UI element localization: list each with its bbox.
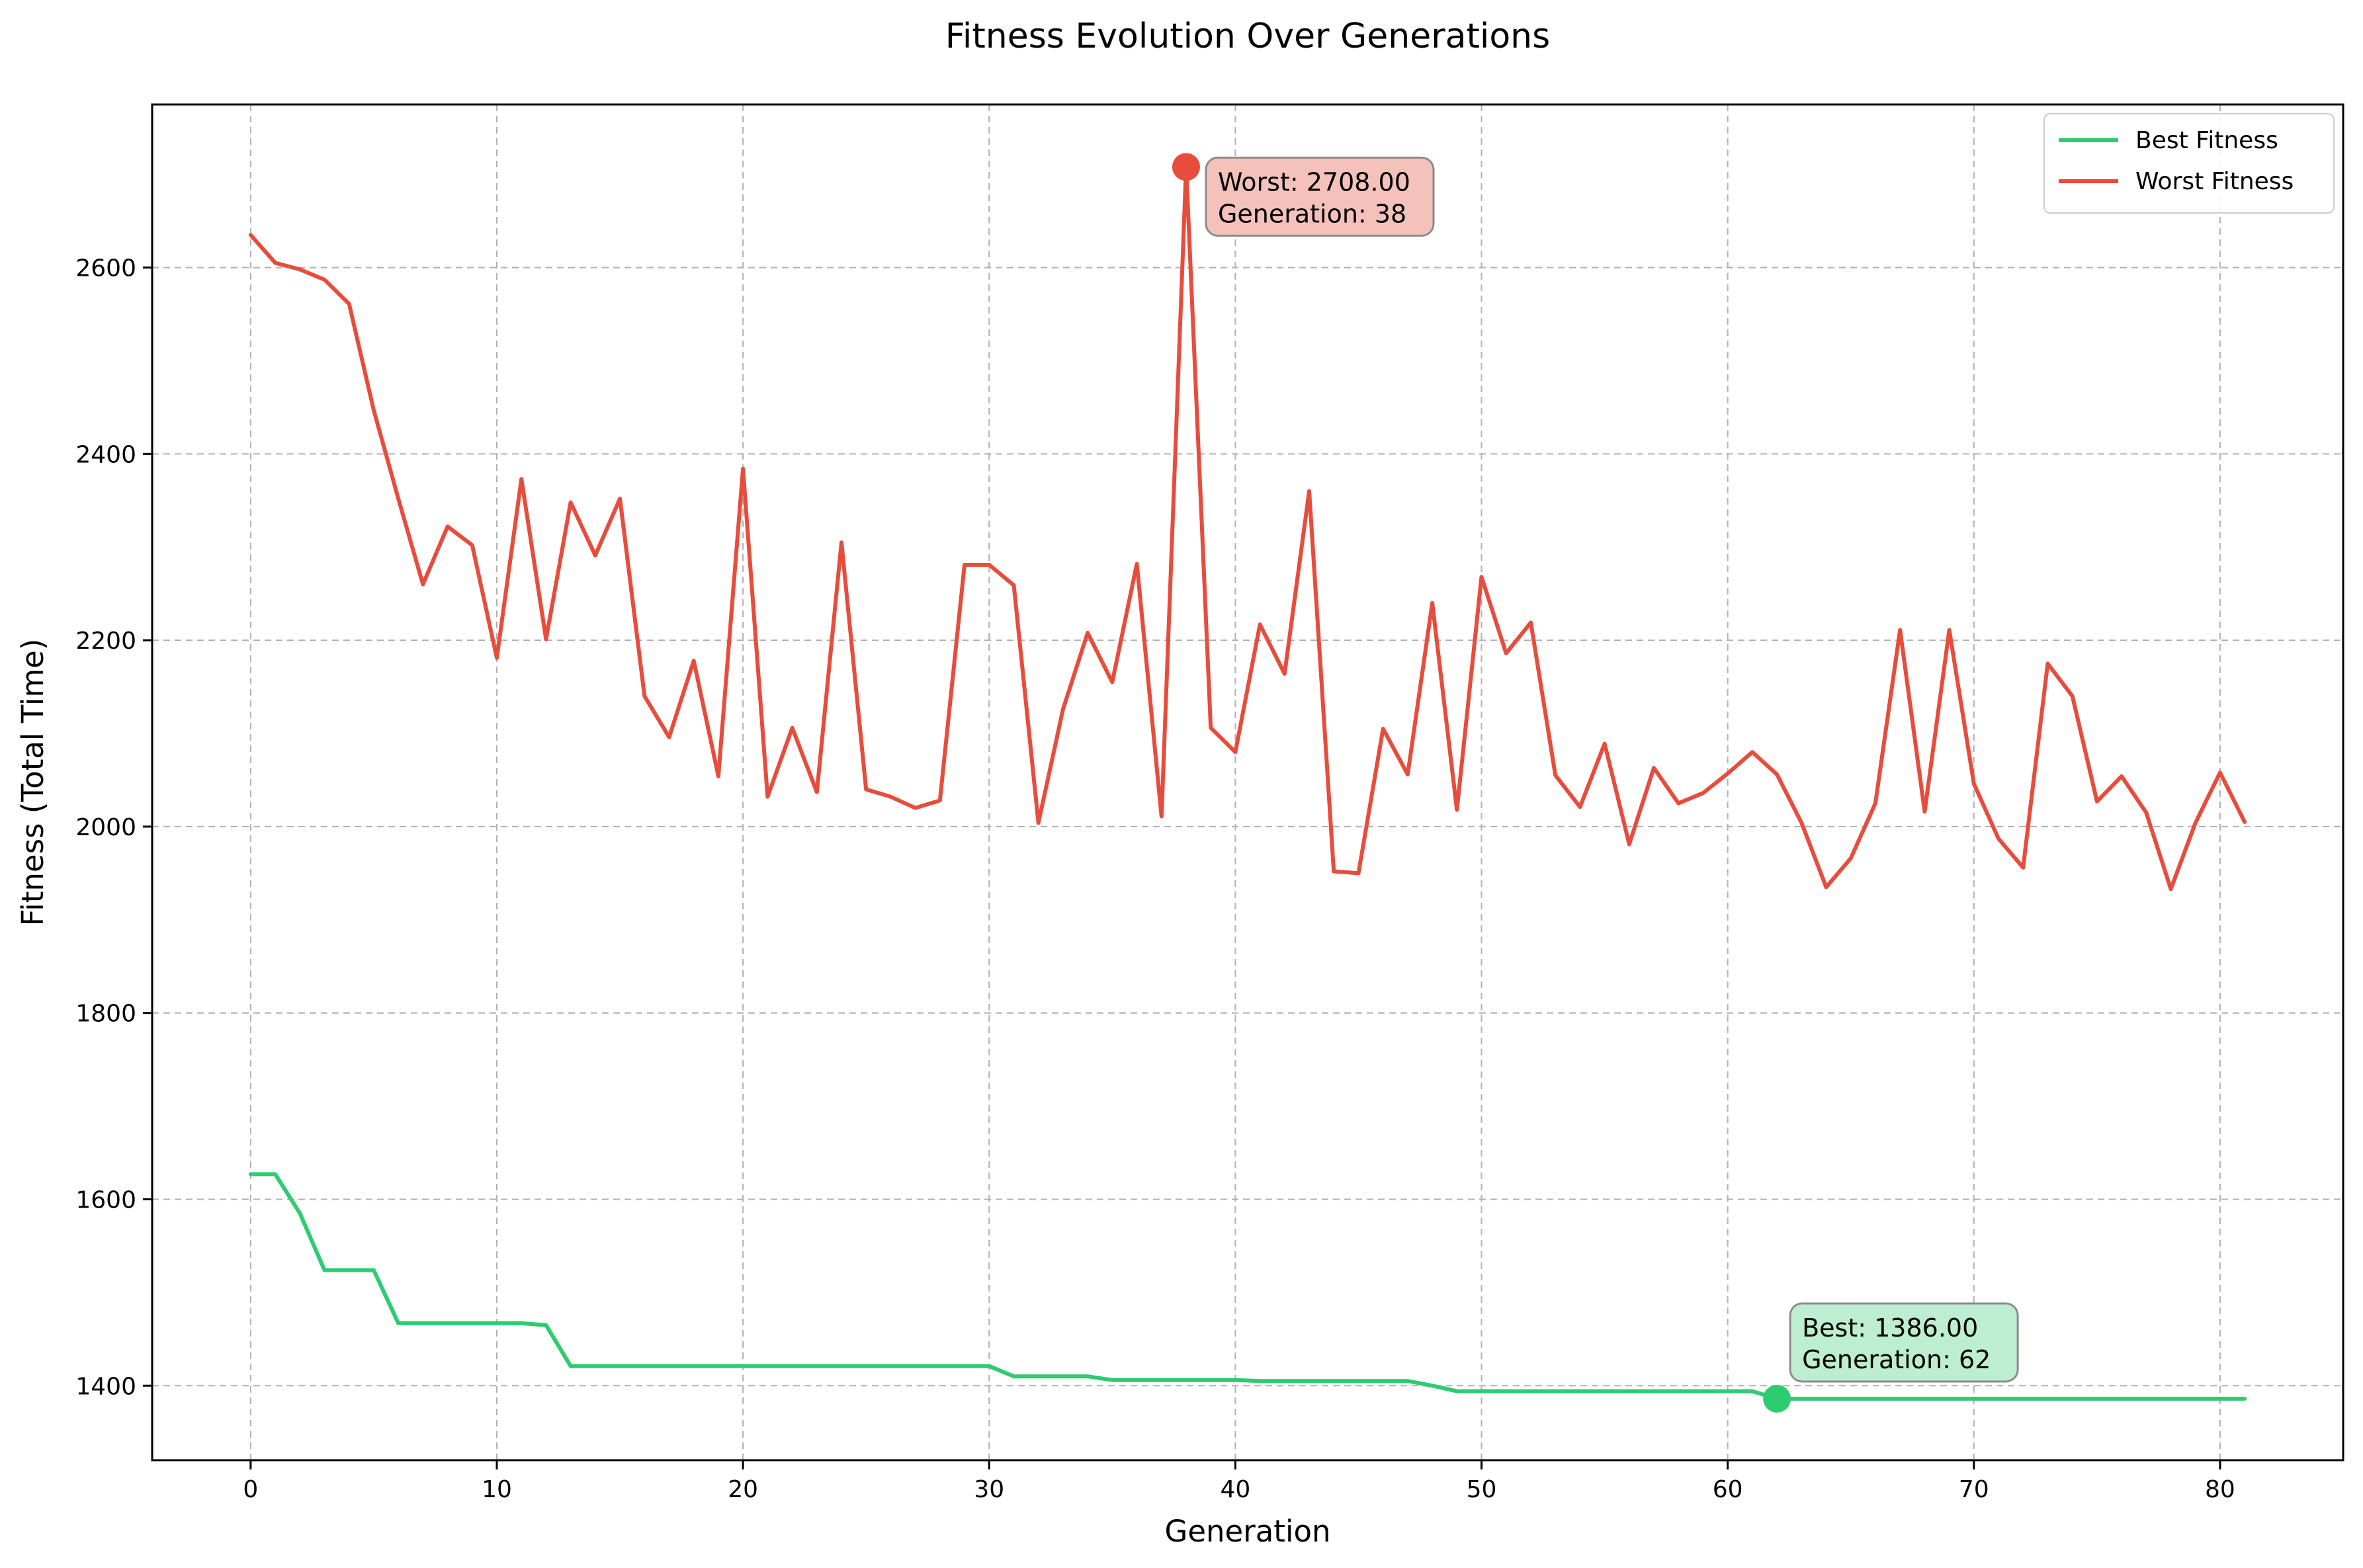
axis-ticks: 0 10 20 30 40 50 60 70 80 1400 1600 1800 2000 2200 240… [75,255,2235,1503]
legend: Best Fitness Worst Fitness [2043,113,2335,214]
plot-frame [151,103,2344,1462]
worst-annotation-value: Worst: 2708.00 [1218,167,1410,196]
y-tick-label: 2600 [75,255,136,282]
x-tick-label: 20 [728,1476,758,1503]
chart-title: Fitness Evolution Over Generations [945,17,1550,56]
legend-label-worst: Worst Fitness [2135,168,2294,195]
y-axis-label: Fitness (Total Time) [15,639,50,927]
worst-marker [1172,153,1200,181]
best-annotation-box [1789,1302,2019,1383]
x-tick-label: 0 [243,1476,258,1503]
y-tick-label: 2200 [75,628,136,655]
x-tick-label: 60 [1713,1476,1743,1503]
y-tick-label: 1600 [75,1186,136,1214]
x-tick-label: 30 [974,1476,1004,1503]
x-axis-label: Generation [1164,1514,1330,1549]
worst-annotation-generation: Generation: 38 [1218,199,1406,228]
annotations: Worst: 2708.00 Generation: 38 Best: 1386.0… [1172,153,2019,1413]
worst-fitness-line [248,165,2247,891]
y-tick-label: 1400 [75,1373,136,1400]
y-tick-label: 2400 [75,441,136,468]
x-tick-label: 50 [1467,1476,1497,1503]
y-tick-label: 2000 [75,814,136,841]
best-fitness-line [248,1172,2247,1401]
x-tick-label: 70 [1959,1476,1989,1503]
plot-area [152,104,2343,1460]
series-layer [248,165,2247,1401]
best-annotation-value: Best: 1386.00 [1802,1313,1978,1342]
x-tick-label: 80 [2205,1476,2235,1503]
grid [152,104,2343,1460]
best-marker [1763,1385,1791,1413]
legend-label-best: Best Fitness [2135,127,2278,154]
y-tick-label: 1800 [75,1001,136,1028]
worst-annotation-box [1205,156,1435,237]
x-tick-label: 40 [1220,1476,1250,1503]
best-annotation-generation: Generation: 62 [1802,1345,1991,1374]
x-tick-label: 10 [482,1476,512,1503]
